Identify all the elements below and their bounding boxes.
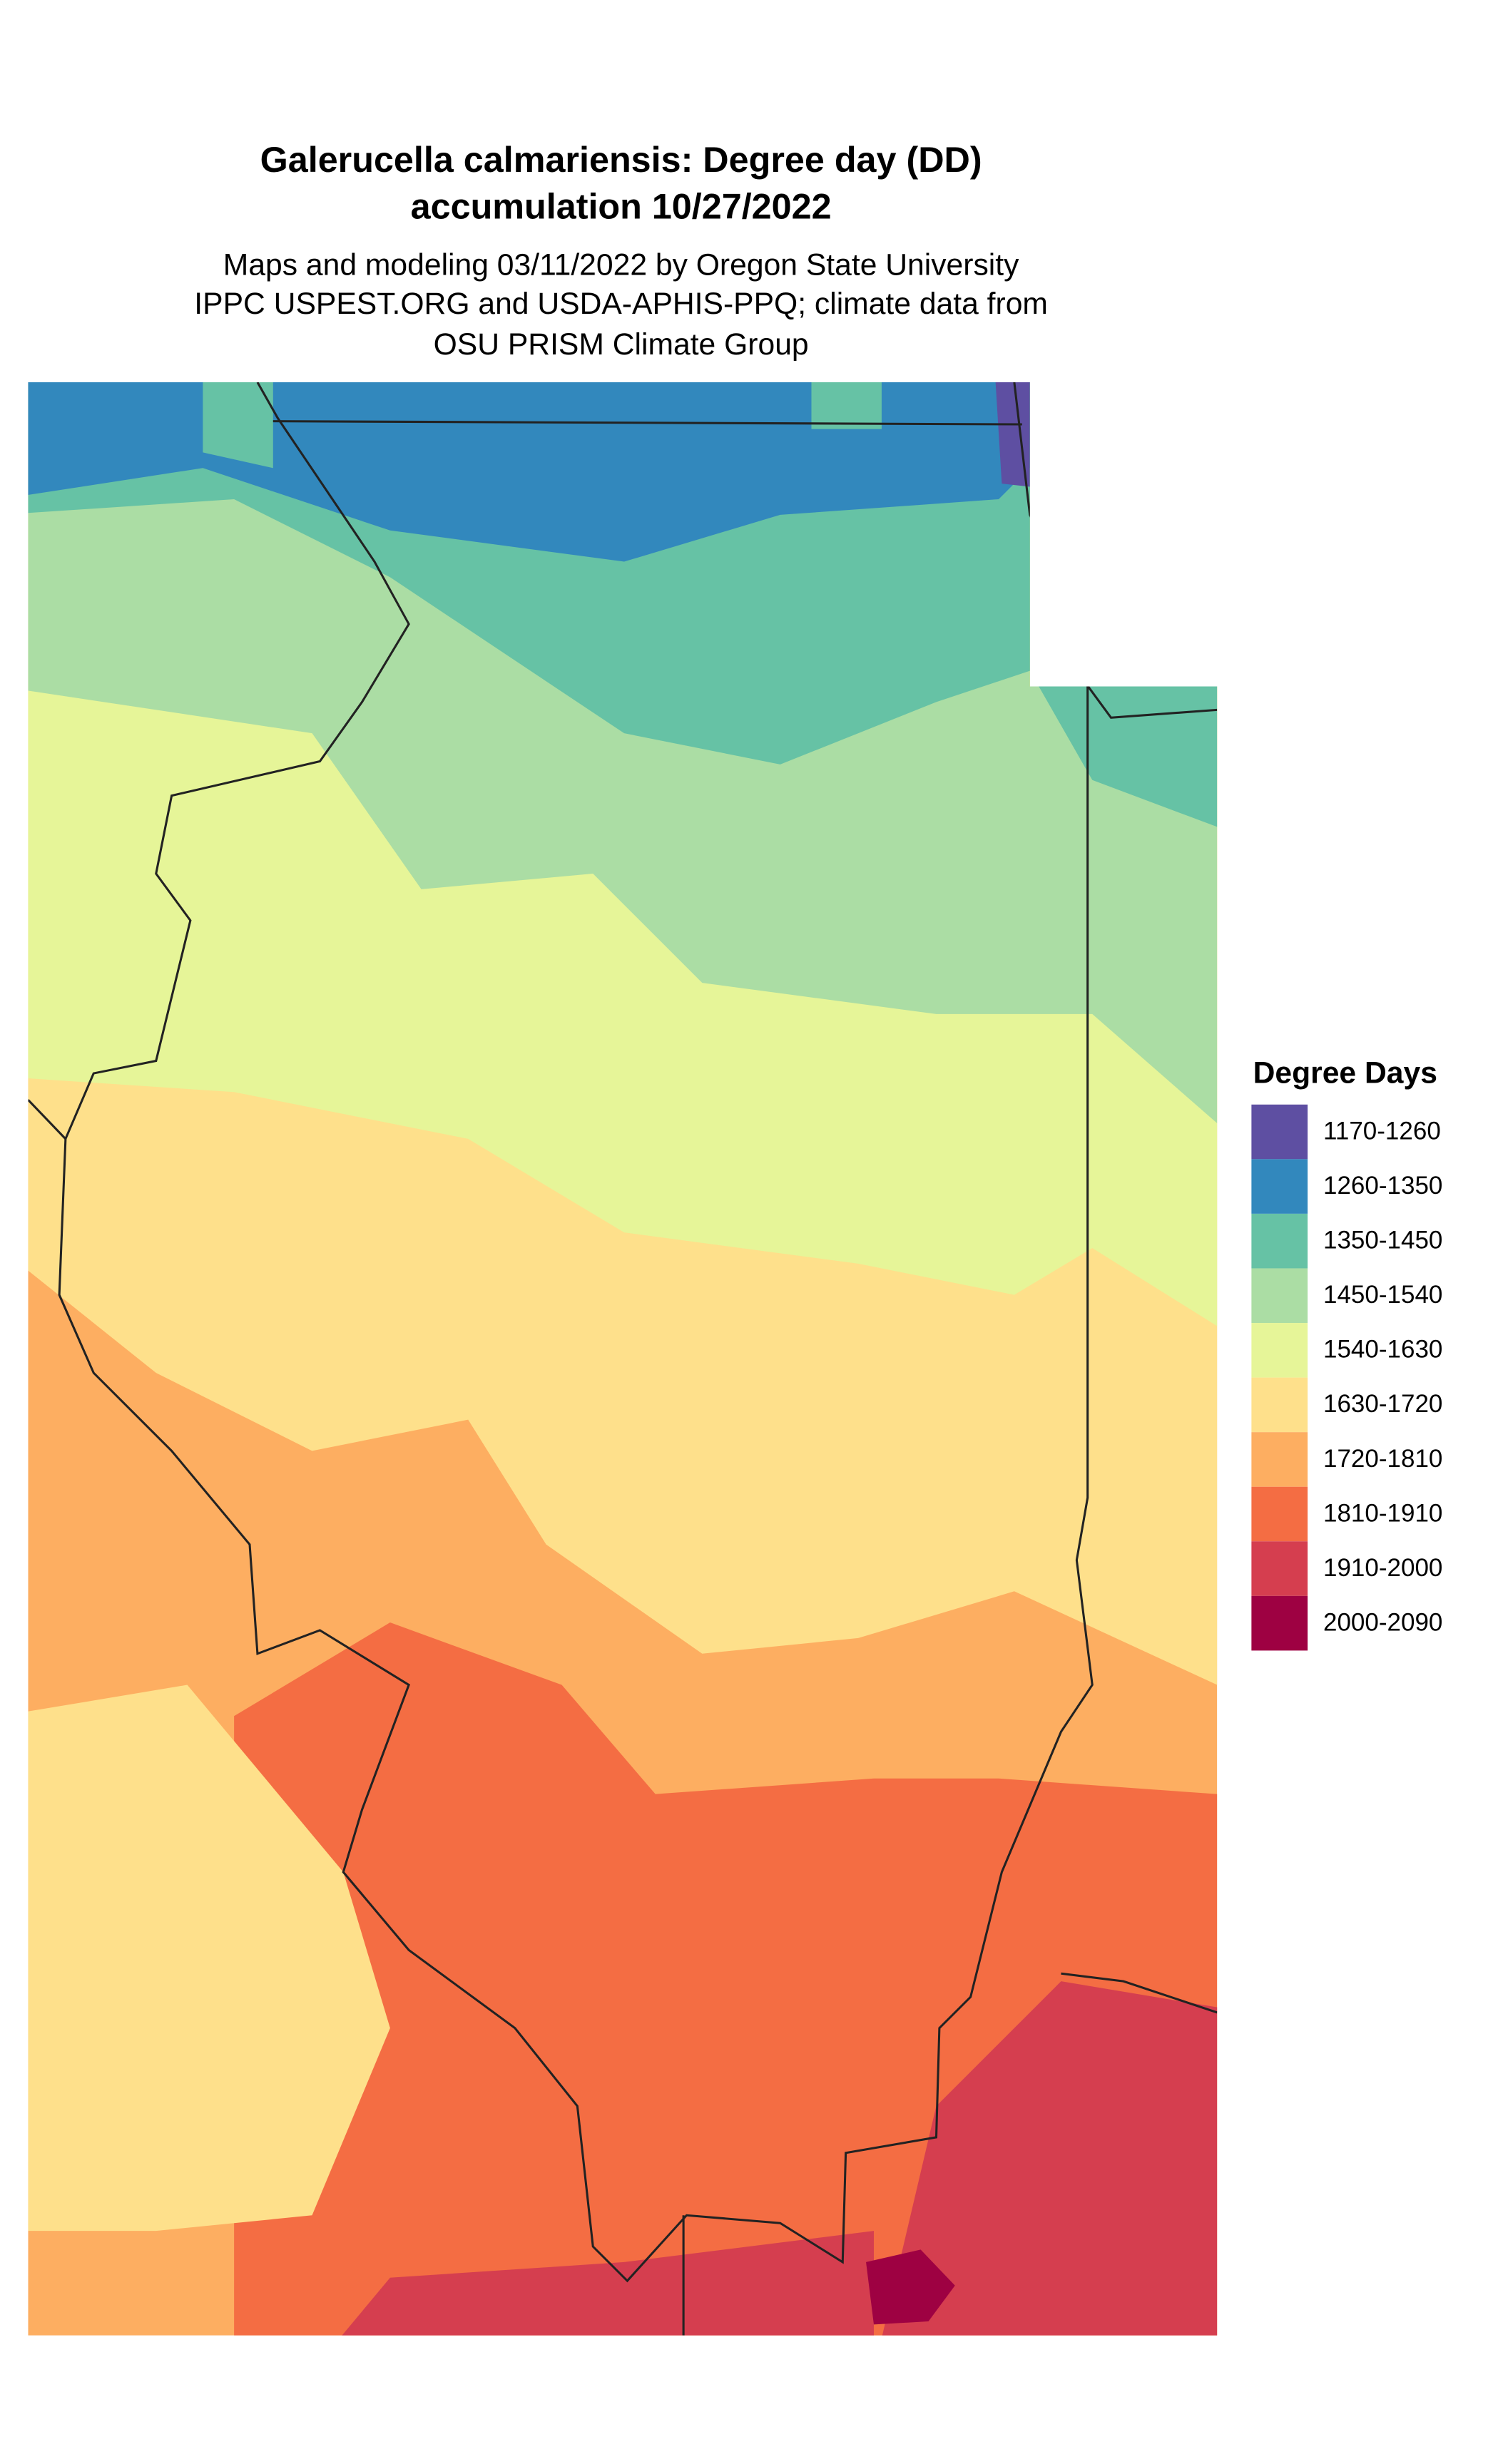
legend-swatch [1251,1159,1308,1214]
border [272,420,1022,426]
legend-label: 1350-1450 [1323,1227,1442,1254]
subtitle-line: Maps and modeling 03/11/2022 by Oregon S… [223,247,1019,282]
title-line: Galerucella calmariensis: Degree day (DD… [260,139,982,180]
zone [995,382,1030,487]
subtitle-line: OSU PRISM Climate Group [434,327,809,362]
zone [866,2249,955,2325]
legend-label: 2000-2090 [1323,1608,1442,1636]
legend-label: 1720-1810 [1323,1445,1442,1473]
legend-label: 1170-1260 [1323,1117,1441,1145]
border [1013,382,1218,719]
title-line: accumulation 10/27/2022 [411,185,832,226]
legend-swatch [1251,1213,1308,1269]
legend-label: 1910-2000 [1323,1554,1442,1582]
zone [28,1685,390,2232]
subtitle-line: IPPC USPEST.ORG and USDA-APHIS-PPQ; clim… [194,287,1048,321]
legend-swatch [1251,1595,1308,1651]
border [58,382,1094,2283]
zone [874,1981,1218,2336]
zone [811,382,882,429]
legend-swatch [1251,1104,1308,1160]
legend-label: 1810-1910 [1323,1499,1442,1527]
border [28,1099,66,1140]
legend-swatch [1251,1486,1308,1542]
legend-swatch [1251,1377,1308,1433]
legend-swatch [1251,1432,1308,1487]
legend: Degree Days 1170-1260 1260-1350 1350-1450 14… [1251,1055,1442,1651]
legend-label: 1260-1350 [1323,1172,1442,1200]
legend-label: 1630-1720 [1323,1390,1442,1418]
zone [312,2231,874,2336]
legend-swatch [1251,1268,1308,1324]
legend-swatch [1251,1541,1308,1596]
legend-title: Degree Days [1253,1055,1437,1090]
zone [203,382,273,469]
legend-label: 1450-1540 [1323,1281,1442,1309]
legend-swatch [1251,1323,1308,1378]
title-block: Galerucella calmariensis: Degree day (DD… [194,139,1048,362]
legend-label: 1540-1630 [1323,1336,1442,1364]
border [1061,1972,1218,2014]
